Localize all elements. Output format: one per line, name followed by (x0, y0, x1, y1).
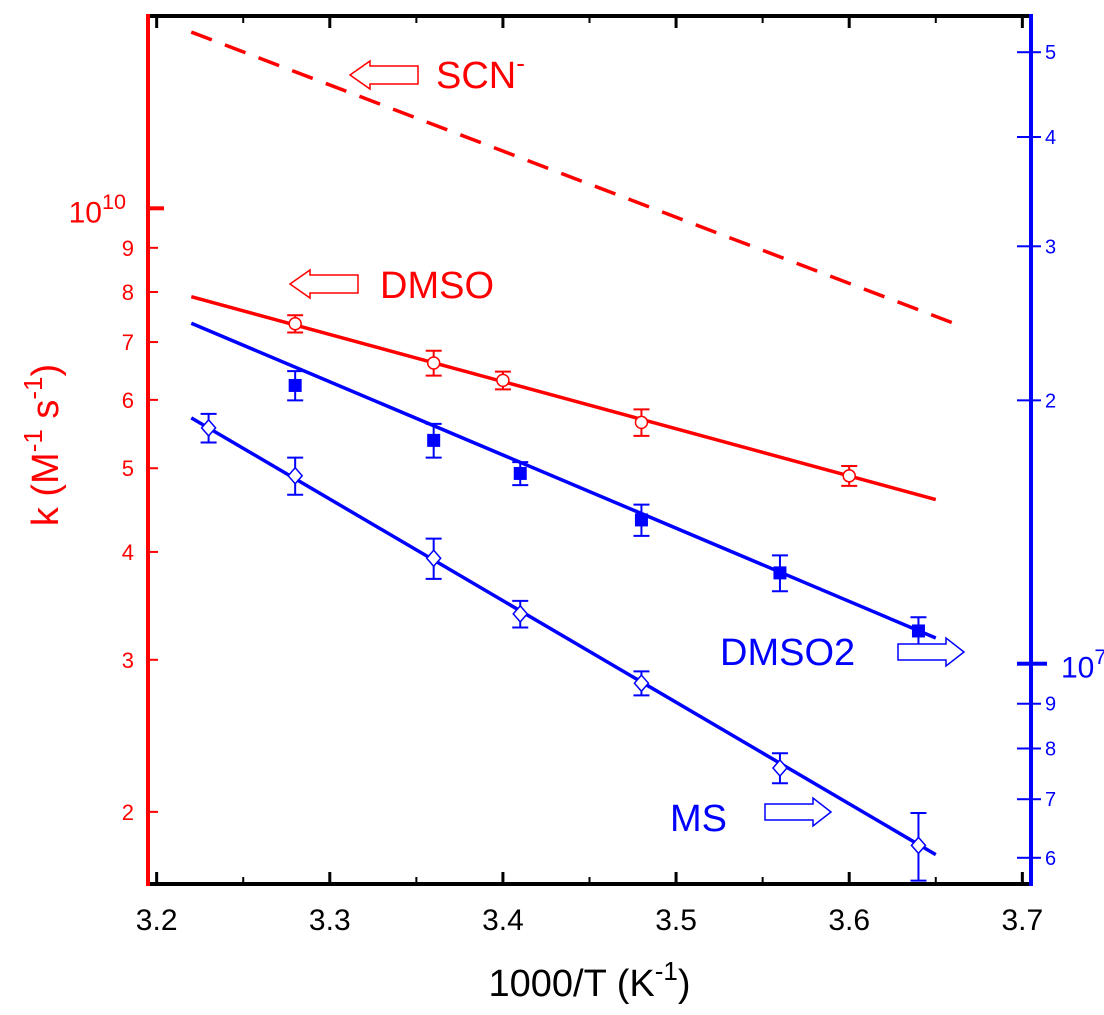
right-y-tick-label: 8 (1045, 738, 1056, 760)
left-y-axis-label-exp1: -1 (18, 429, 48, 452)
marker-square (634, 513, 648, 527)
marker-square (427, 433, 441, 447)
data-point (633, 408, 650, 437)
left-y-tick-label: 5 (122, 456, 134, 481)
right-y-tick-label: 5 (1045, 42, 1056, 64)
left-y-tick-label: 8 (122, 280, 134, 305)
marker-diamond (512, 604, 529, 624)
marker-diamond (287, 466, 304, 485)
fit-line-ms (190, 416, 937, 857)
series-label-dmso2: DMSO2 (720, 632, 855, 674)
left-y-axis-label-s: s (25, 400, 67, 430)
series-label-scn-sup: - (516, 48, 525, 78)
left-y-axis-label-k: k (M (25, 452, 67, 526)
x-axis-label-close: ) (678, 963, 691, 1005)
marker-diamond (200, 418, 217, 438)
marker-circle (842, 469, 856, 483)
series-label-ms: MS (670, 798, 727, 840)
fit-lines (190, 30, 963, 857)
fit-line-dmso2 (190, 321, 937, 640)
left-y-tick-label: 9 (122, 236, 134, 261)
data-points (200, 314, 927, 882)
x-tick-label: 3.4 (482, 904, 524, 937)
left-y-tick-label: 1010 (69, 189, 126, 230)
data-point (633, 503, 650, 537)
fit-line-scn (190, 30, 963, 328)
x-axis-label: 1000/T (K-1) (489, 956, 691, 1005)
left-y-tick-label: 2 (122, 800, 134, 825)
right-y-tick-label-exponent: 7 (1094, 644, 1104, 669)
data-point (287, 314, 304, 334)
scn-arrow-icon (348, 59, 419, 91)
series-label-scn-base: SCN (436, 55, 516, 97)
right-y-tick-label-base: 10 (1061, 652, 1094, 685)
right-y-tick-label: 4 (1045, 127, 1056, 149)
left-y-axis-label: k (M-1 s-1) (18, 364, 67, 526)
marker-circle (288, 317, 302, 331)
left-y-tick-label-base: 10 (69, 196, 102, 229)
data-point (200, 412, 217, 444)
marker-square (911, 624, 925, 638)
right-y-tick-label: 2 (1045, 390, 1056, 412)
dmso2-arrow-icon (897, 636, 966, 668)
left-y-axis-label-exp2: -1 (18, 376, 48, 399)
left-y-tick-label-exponent: 10 (102, 189, 126, 214)
x-axis-label-exponent: -1 (655, 956, 678, 986)
marker-square (288, 378, 302, 392)
left-y-tick-label: 4 (122, 540, 134, 565)
data-point (771, 752, 788, 785)
data-point (910, 812, 927, 882)
x-axis-label-base: 1000/T (K (489, 963, 655, 1005)
x-tick-label: 3.5 (655, 904, 697, 937)
data-point (512, 599, 529, 629)
series-label-scn: SCN- (436, 48, 525, 97)
right-y-tick-label: 3 (1045, 236, 1056, 258)
right-y-tick-label: 7 (1045, 789, 1056, 811)
marker-diamond (425, 549, 442, 568)
left-y-axis-label-close: ) (25, 364, 67, 377)
fit-line-dmso (190, 295, 937, 502)
series-labels: SCN- DMSO DMSO2 MS (288, 48, 966, 840)
left-y-tick-label: 6 (122, 388, 134, 413)
marker-diamond (910, 836, 927, 855)
data-point (494, 370, 511, 391)
x-tick-label: 3.3 (309, 904, 351, 937)
ms-arrow-icon (764, 796, 833, 828)
data-point (771, 554, 788, 593)
left-y-tick-label: 7 (122, 330, 134, 355)
data-point (425, 537, 442, 580)
data-point (633, 670, 650, 697)
right-y-tick-label: 6 (1045, 848, 1056, 870)
right-y-tick-label: 9 (1045, 694, 1056, 716)
series-label-dmso: DMSO (380, 265, 494, 307)
marker-square (513, 466, 527, 480)
marker-diamond (771, 758, 788, 778)
data-point (287, 456, 304, 496)
marker-circle (426, 356, 441, 370)
data-point (425, 422, 442, 459)
data-point (512, 461, 529, 487)
axes: 3.2 3.3 3.4 3.5 3.6 3.72345678910106789107234… (18, 14, 1104, 1005)
marker-circle (496, 373, 510, 388)
marker-square (773, 566, 787, 580)
dmso-arrow-icon (288, 268, 359, 300)
x-tick-label: 3.2 (136, 904, 178, 937)
x-tick-label: 3.7 (1001, 904, 1043, 937)
marker-diamond (633, 674, 650, 693)
data-point (287, 370, 304, 402)
right-y-tick-label: 107 (1061, 644, 1104, 685)
marker-circle (634, 415, 649, 430)
x-tick-label: 3.6 (828, 904, 870, 937)
data-point (425, 349, 442, 377)
data-point (910, 616, 927, 647)
left-y-tick-label: 3 (122, 648, 134, 673)
data-point (841, 465, 858, 487)
